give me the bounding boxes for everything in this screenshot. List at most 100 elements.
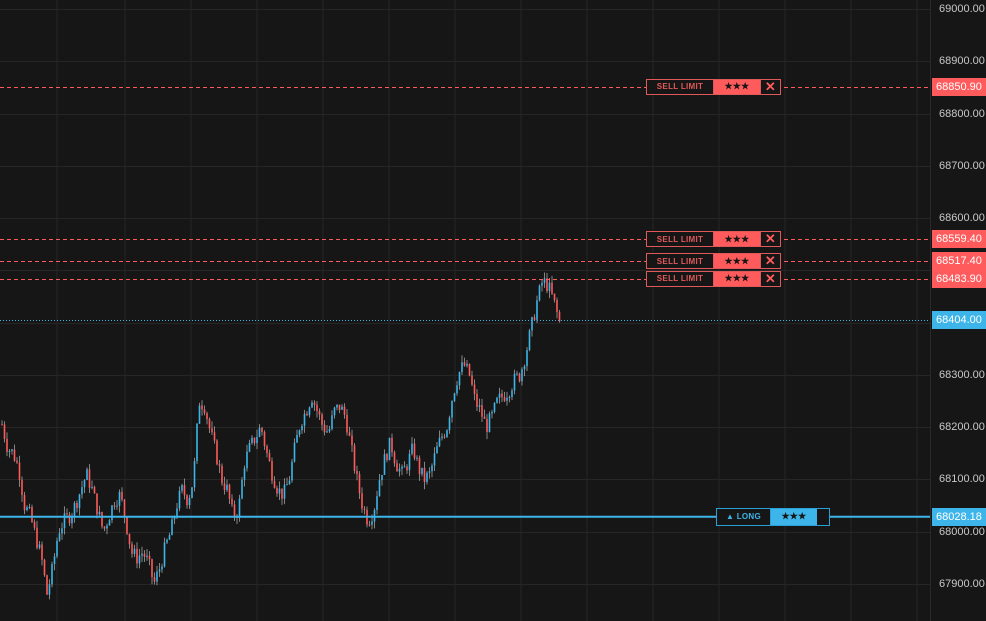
candle-up — [541, 282, 543, 286]
order-type-label[interactable]: SELL LIMIT — [647, 232, 714, 247]
close-icon[interactable]: ✕ — [760, 271, 780, 286]
candle-up — [523, 366, 526, 370]
candle-up — [376, 496, 378, 510]
candle-up — [543, 278, 546, 283]
order-quantity[interactable]: ★★★ — [714, 254, 760, 269]
candle-up — [456, 385, 458, 394]
candle-up — [378, 480, 381, 497]
order-type-label[interactable]: SELL LIMIT — [647, 254, 714, 269]
candle-down — [386, 454, 388, 461]
price-tick-label: 68900.00 — [939, 55, 985, 68]
close-icon[interactable]: ✕ — [760, 231, 780, 247]
sell-limit-price-tag: 68483.90 — [932, 269, 986, 288]
candle-down — [396, 463, 398, 472]
candle-up — [108, 520, 111, 526]
candle-down — [46, 575, 48, 595]
candle-down — [313, 402, 316, 405]
sell-limit-order-label[interactable]: SELL LIMIT ★★★ ✕ — [646, 270, 781, 287]
position-quantity[interactable]: ★★★ — [771, 508, 817, 525]
candle-up — [248, 442, 251, 452]
candle-up — [453, 393, 456, 401]
candle-down — [276, 487, 278, 494]
candle-up — [293, 442, 296, 462]
candle-up — [458, 372, 461, 386]
candle-down — [41, 544, 43, 560]
candle-down — [66, 513, 68, 515]
current-price-tag: 68404.00 — [932, 311, 986, 330]
candle-up — [71, 515, 73, 524]
candle-down — [16, 460, 18, 463]
candle-down — [368, 524, 371, 526]
sell-limit-order-label[interactable]: SELL LIMIT ★★★ ✕ — [646, 253, 781, 270]
candle-up — [238, 498, 241, 518]
candle-down — [273, 480, 276, 488]
candle-up — [86, 469, 88, 480]
candle-up — [436, 446, 438, 454]
candle-down — [271, 461, 273, 481]
position-handle[interactable] — [817, 508, 829, 525]
candle-up — [53, 556, 56, 565]
price-chart[interactable] — [0, 0, 930, 621]
candle-up — [118, 491, 121, 506]
candle-down — [216, 440, 218, 465]
candle-up — [438, 437, 441, 447]
candle-down — [463, 362, 466, 366]
candle-down — [218, 464, 221, 466]
candle-down — [231, 498, 233, 505]
candle-down — [546, 278, 548, 292]
candle-up — [416, 457, 418, 459]
candle-up — [298, 430, 301, 435]
candle-up — [513, 373, 516, 391]
candle-up — [168, 535, 171, 540]
candle-down — [6, 438, 8, 452]
candle-up — [286, 484, 288, 486]
candle-down — [233, 504, 236, 517]
price-tick-label: 68000.00 — [939, 525, 985, 538]
candle-down — [13, 449, 16, 461]
candle-down — [316, 404, 318, 411]
candle-up — [83, 479, 86, 488]
candle-up — [326, 431, 328, 433]
order-type-label[interactable]: SELL LIMIT — [647, 79, 714, 94]
chart-area[interactable] — [0, 0, 930, 621]
candle-up — [38, 544, 41, 548]
candle-up — [308, 407, 311, 416]
candle-up — [193, 461, 196, 488]
close-icon[interactable]: ✕ — [760, 253, 780, 269]
candle-up — [521, 369, 523, 382]
sell-limit-order-label[interactable]: SELL LIMIT ★★★ ✕ — [646, 78, 781, 95]
candle-up — [56, 540, 58, 557]
candle-down — [123, 499, 126, 517]
candle-up — [241, 479, 243, 499]
long-position-label[interactable]: ▲ LONG ★★★ — [716, 507, 830, 526]
sell-limit-order-label[interactable]: SELL LIMIT ★★★ ✕ — [646, 231, 781, 248]
order-type-label[interactable]: SELL LIMIT — [647, 271, 714, 286]
close-icon[interactable]: ✕ — [760, 79, 780, 94]
candle-up — [536, 300, 538, 320]
candle-down — [253, 437, 256, 444]
candle-up — [531, 317, 533, 331]
candle-down — [266, 446, 268, 454]
sell-limit-price-tag: 68850.90 — [932, 77, 986, 96]
candle-up — [28, 506, 31, 508]
candle-down — [131, 544, 133, 554]
candle-down — [263, 432, 266, 447]
candle-up — [111, 505, 113, 521]
candle-up — [243, 468, 246, 480]
candle-down — [483, 416, 486, 419]
candle-up — [26, 507, 28, 511]
order-quantity[interactable]: ★★★ — [714, 271, 760, 286]
order-quantity[interactable]: ★★★ — [714, 79, 760, 94]
candle-down — [23, 494, 26, 511]
candle-down — [221, 465, 223, 484]
candle-up — [48, 584, 51, 595]
candle-up — [163, 542, 166, 567]
candle-down — [518, 373, 521, 382]
candle-down — [351, 435, 353, 446]
sell-limit-price-tag: 68559.40 — [932, 230, 986, 249]
candle-up — [516, 373, 518, 375]
candle-down — [208, 419, 211, 429]
position-type-label[interactable]: ▲ LONG — [717, 508, 771, 525]
order-quantity[interactable]: ★★★ — [714, 232, 760, 247]
candle-up — [188, 497, 191, 506]
